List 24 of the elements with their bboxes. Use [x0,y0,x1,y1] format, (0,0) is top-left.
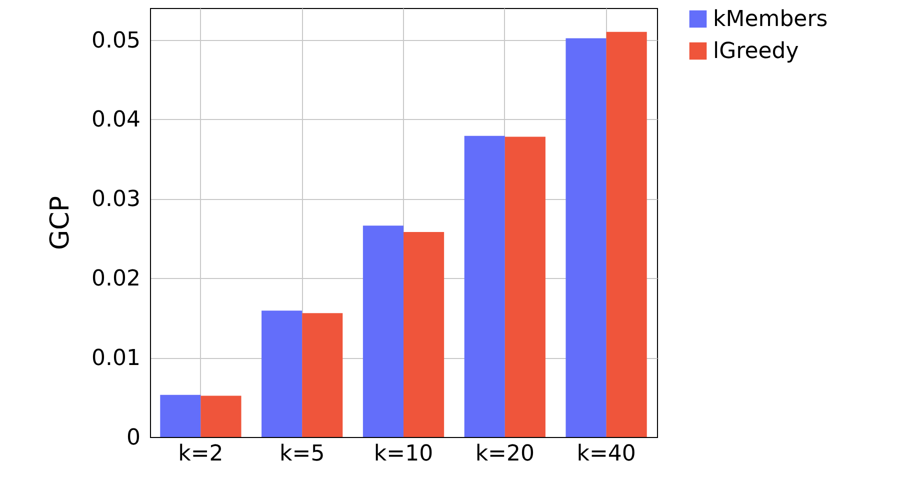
x-tick-label: k=40 [576,442,636,466]
bar [200,396,242,437]
legend-label: kMembers [713,7,828,32]
x-tick-label: k=2 [178,442,224,466]
bar [606,32,647,437]
bar [362,226,404,437]
y-tick-label: 0.01 [92,346,140,372]
bar [504,136,546,437]
y-tick-label: 0.02 [92,266,140,292]
x-tick-label: k=20 [475,442,534,466]
y-tick-label: 0.05 [92,28,140,54]
y-tick-label: 0 [126,426,140,450]
x-tick-label: k=10 [374,442,434,466]
bar [262,310,302,437]
legend-label: lGreedy [713,39,799,64]
bar [404,232,444,437]
y-axis-title: GCP [46,196,76,250]
y-tick-label: 0.04 [92,108,140,133]
bar [302,313,343,437]
bar [566,38,606,437]
x-tick-label: k=5 [280,442,325,466]
bar [464,136,505,437]
y-tick-label: 0.03 [92,187,140,212]
bar [160,394,201,437]
